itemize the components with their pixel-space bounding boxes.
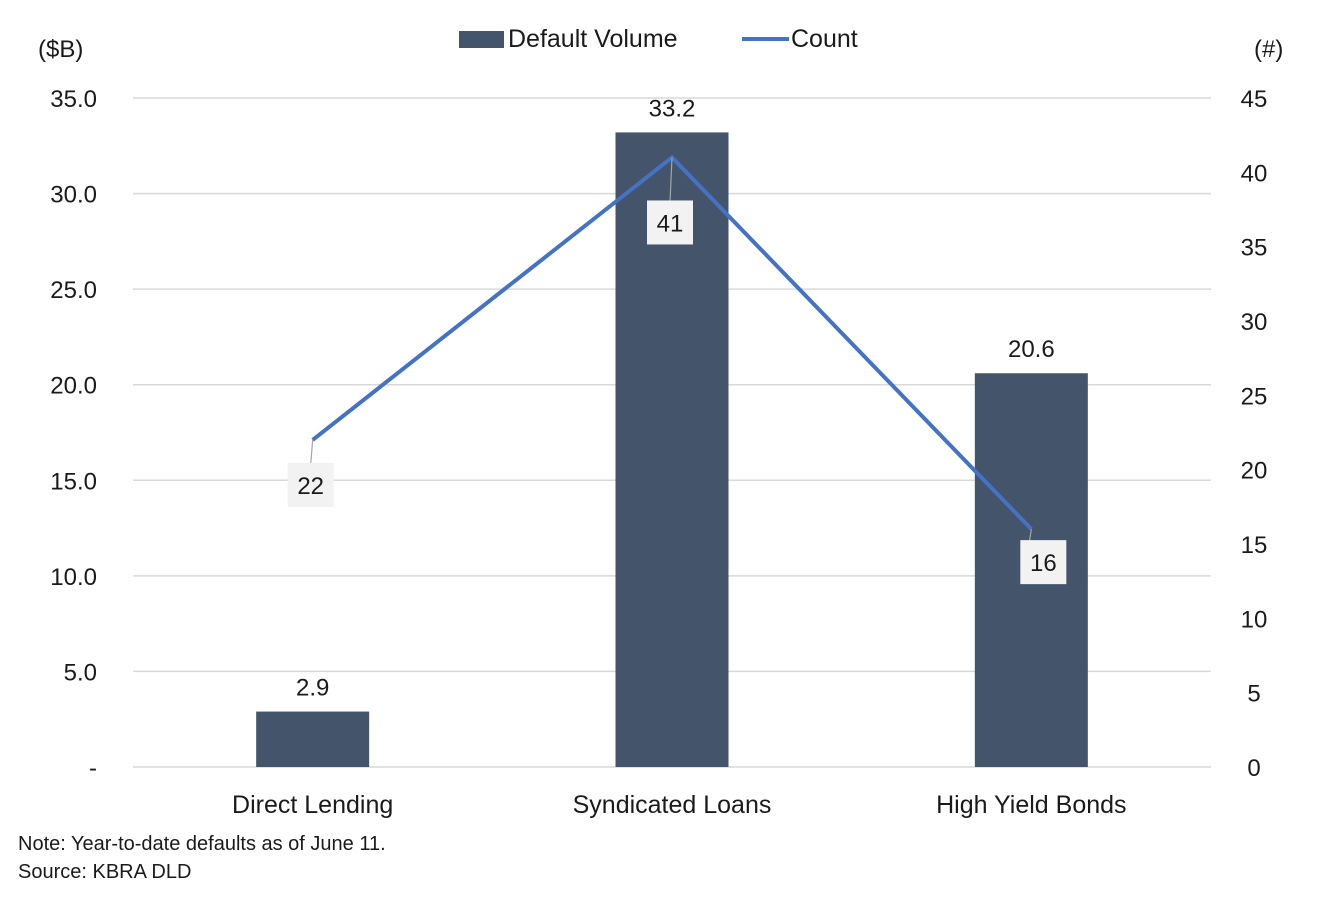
left-tick-label: 10.0 <box>50 564 97 591</box>
chart: 2.9 33.2 20.6 22 41 16 - 5.0 10.0 15.0 20.0 25.0 3… <box>38 25 1283 819</box>
left-tick-label: 20.0 <box>50 373 97 400</box>
left-tick-label: 5.0 <box>64 659 97 686</box>
count-label-leader <box>1028 529 1032 543</box>
category-label: High Yield Bonds <box>936 791 1126 819</box>
count-label-leader <box>310 439 314 465</box>
category-axis: Direct Lending Syndicated Loans High Yield… <box>232 791 1126 819</box>
category-label: Direct Lending <box>232 791 393 819</box>
category-label: Syndicated Loans <box>573 791 772 819</box>
bar-direct-lending <box>256 711 370 767</box>
bars <box>256 132 1088 768</box>
right-tick-label: 35 <box>1241 235 1268 262</box>
right-axis-ticks: 0 5 10 15 20 25 30 35 40 45 <box>1241 86 1268 782</box>
right-tick-label: 20 <box>1241 458 1268 485</box>
right-tick-label: 25 <box>1241 383 1268 410</box>
left-axis-unit: ($B) <box>38 36 83 63</box>
count-data-label: 22 <box>297 473 324 500</box>
left-tick-label: 25.0 <box>50 277 97 304</box>
chart-notes: Note: Year-to-date defaults as of June 1… <box>18 830 386 886</box>
count-label-box <box>647 200 693 245</box>
right-tick-label: 30 <box>1241 309 1268 336</box>
count-data-labels: 22 41 16 <box>287 157 1067 585</box>
right-axis-unit: (#) <box>1254 36 1283 63</box>
right-tick-label: 15 <box>1241 532 1268 559</box>
left-axis-ticks: - 5.0 10.0 15.0 20.0 25.0 30.0 35.0 <box>50 86 97 782</box>
right-tick-label: 10 <box>1241 606 1268 633</box>
left-tick-label: - <box>89 755 97 782</box>
legend-label-count: Count <box>791 25 858 53</box>
legend: Default Volume Count <box>459 25 858 53</box>
source-text: Source: KBRA DLD <box>18 861 192 883</box>
count-data-label: 41 <box>657 210 684 237</box>
right-tick-label: 40 <box>1241 160 1268 187</box>
bar-data-label: 2.9 <box>296 675 329 702</box>
legend-swatch-default-volume <box>459 31 504 48</box>
count-label-leader <box>669 157 673 203</box>
note-text: Note: Year-to-date defaults as of June 1… <box>18 833 386 855</box>
right-tick-label: 5 <box>1247 681 1260 708</box>
bar-data-label: 20.6 <box>1008 336 1055 363</box>
left-tick-label: 30.0 <box>50 182 97 209</box>
count-data-label: 16 <box>1030 550 1057 577</box>
bar-data-label: 33.2 <box>649 95 696 122</box>
legend-label-default-volume: Default Volume <box>508 25 678 53</box>
count-label-box <box>287 462 334 507</box>
left-tick-label: 35.0 <box>50 86 97 113</box>
bar-data-labels: 2.9 33.2 20.6 <box>296 95 1055 701</box>
right-tick-label: 0 <box>1247 755 1260 782</box>
left-tick-label: 15.0 <box>50 468 97 495</box>
right-tick-label: 45 <box>1241 86 1268 113</box>
count-label-box <box>1020 540 1067 585</box>
